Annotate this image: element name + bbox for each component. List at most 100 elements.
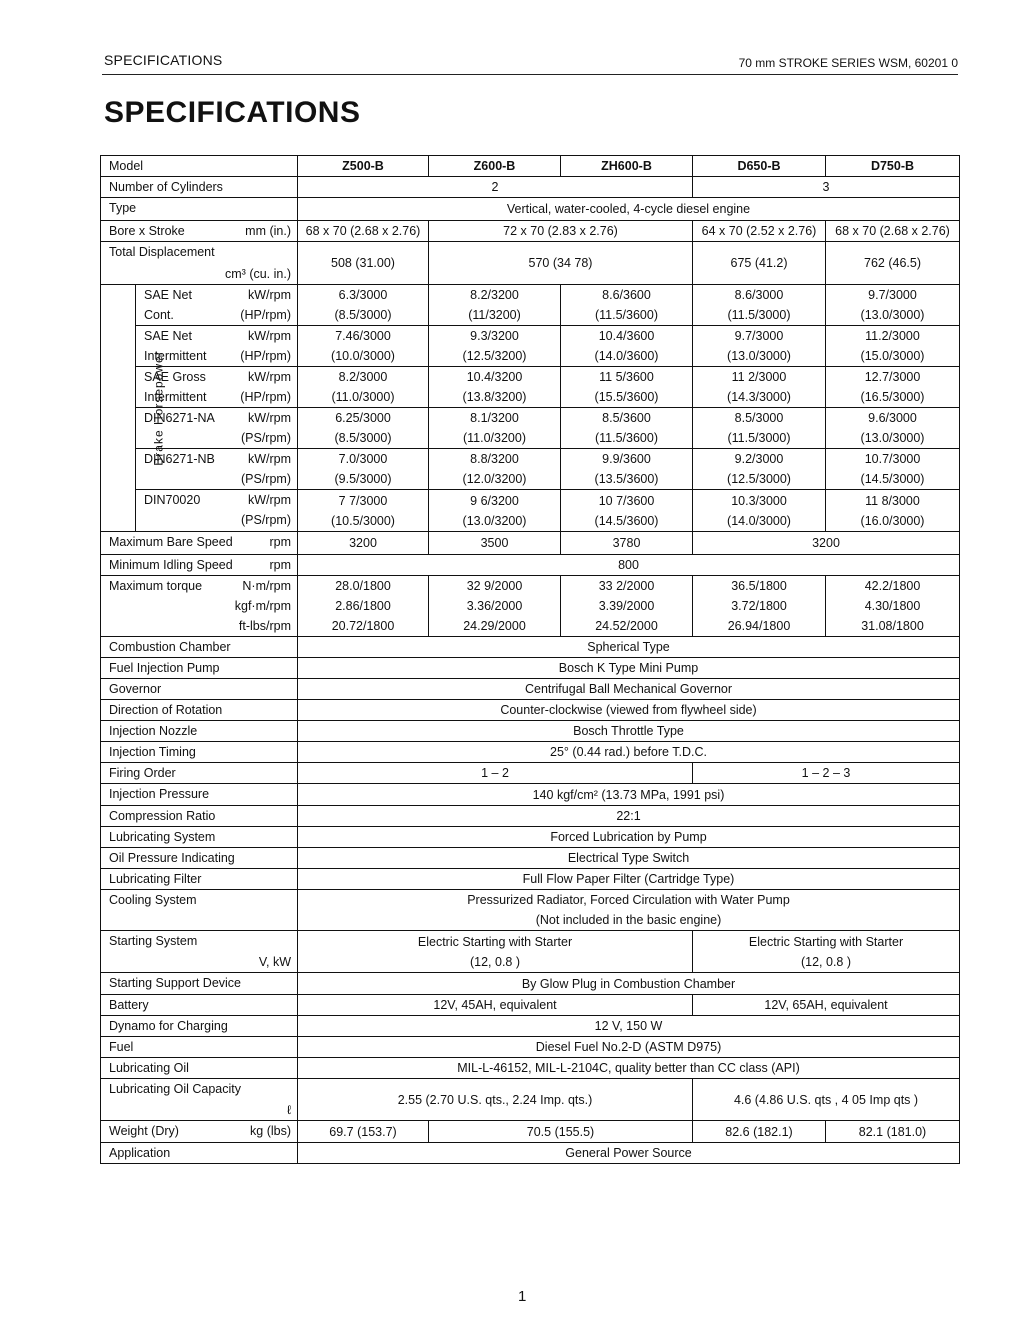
table-row: Injection Timing 25° (0.44 rad.) before T…: [100, 741, 960, 763]
value-cell: Electric Starting with Starter (12, 0.8 …: [692, 930, 960, 973]
value-cell: Diesel Fuel No.2-D (ASTM D975): [297, 1036, 960, 1058]
row-unit: cm³ (cu. in.): [225, 267, 291, 281]
row-label-cell: Lubricating System: [100, 826, 298, 848]
row-unit: rpm: [269, 535, 291, 549]
table-row: Combustion Chamber Spherical Type: [100, 636, 960, 658]
row-label: Application: [109, 1146, 171, 1160]
value-cell: Bosch K Type Mini Pump: [297, 657, 960, 679]
table-row: Model Z500-B Z600-B ZH600-B D650-B D750-B: [100, 155, 960, 177]
value-cell: 9 6/3200 (13.0/3200): [428, 489, 561, 532]
brake-horsepower-group-label: Brake Horsepower: [100, 284, 166, 532]
value-cell: 6.3/3000 (8.5/3000): [297, 284, 429, 326]
row-unit: rpm: [269, 558, 291, 572]
row-label-cell: Fuel: [100, 1036, 298, 1058]
table-row: Compression Ratio 22:1: [100, 805, 960, 827]
table-row: Number of Cylinders 2 3: [100, 176, 960, 198]
value-cell: 3200: [297, 531, 429, 555]
row-label: Lubricating Oil: [109, 1061, 189, 1075]
running-header-series: 70 mm STROKE SERIES WSM, 60201 0: [738, 56, 958, 70]
value-cell: 12.7/3000 (16.5/3000): [825, 366, 960, 408]
value-cell: 70.5 (155.5): [428, 1120, 693, 1143]
row-label: Starting System: [109, 934, 198, 948]
value-cell: 508 (31.00): [297, 241, 429, 285]
value-cell: 10.4/3600 (14.0/3600): [560, 325, 693, 367]
row-label-cell: Battery: [100, 994, 298, 1016]
row-label-cell: Lubricating Oil: [100, 1057, 298, 1079]
value-cell: 11 8/3000 (16.0/3000): [825, 489, 960, 532]
row-label-cell: Total Displacement cm³ (cu. in.): [100, 241, 298, 285]
value-cell: 800: [297, 554, 960, 576]
table-row: SAE Gross Intermittent kW/rpm (HP/rpm) 8.2…: [101, 366, 960, 408]
specifications-table: Model Z500-B Z600-B ZH600-B D650-B D750-B Numb…: [100, 155, 960, 1164]
value-cell: Forced Lubrication by Pump: [297, 826, 960, 848]
rating-label: DIN70020: [144, 493, 201, 507]
table-row: Direction of Rotation Counter-clockwise (…: [100, 699, 960, 721]
page-title: SPECIFICATIONS: [104, 96, 361, 129]
value-cell: 36.5/1800 3.72/1800 26.94/1800: [692, 575, 826, 637]
rating-label: DIN6271-NB: [144, 452, 215, 466]
row-label: Oil Pressure Indicating: [109, 851, 235, 865]
value-cell: 3780: [560, 531, 693, 555]
value-cell: General Power Source: [297, 1142, 960, 1164]
value-cell: 28.0/1800 2.86/1800 20.72/1800: [297, 575, 429, 637]
table-row: Fuel Diesel Fuel No.2-D (ASTM D975): [100, 1036, 960, 1058]
row-label: Injection Pressure: [109, 787, 210, 801]
row-label: Starting Support Device: [109, 976, 242, 990]
value-cell: MIL-L-46152, MIL-L-2104C, quality better…: [297, 1057, 960, 1079]
table-row: Cooling System Pressurized Radiator, Forc…: [100, 889, 960, 931]
row-label: Model: [109, 159, 144, 173]
value-cell: Vertical, water-cooled, 4-cycle diesel e…: [297, 197, 960, 221]
row-label: Lubricating Filter: [109, 872, 202, 886]
row-label-cell: Dynamo for Charging: [100, 1015, 298, 1037]
value-cell: 7.0/3000 (9.5/3000): [297, 448, 429, 490]
table-row: Oil Pressure Indicating Electrical Type S…: [100, 847, 960, 869]
rating-label: DIN6271-NA: [144, 411, 215, 425]
row-label-cell: Cooling System: [100, 889, 298, 931]
value-cell: 3: [692, 176, 960, 198]
row-label: Weight (Dry): [109, 1124, 179, 1138]
table-row: SAE Net Intermittent kW/rpm (HP/rpm) 7.46/…: [101, 325, 960, 367]
value-cell: 675 (41.2): [692, 241, 826, 285]
rating-unit: kW/rpm (HP/rpm): [240, 329, 291, 363]
row-label: Dynamo for Charging: [109, 1019, 228, 1033]
value-cell: 25° (0.44 rad.) before T.D.C.: [297, 741, 960, 763]
rating-label-cell: SAE Net Cont. kW/rpm (HP/rpm): [135, 284, 298, 326]
table-row: Lubricating System Forced Lubrication by …: [100, 826, 960, 848]
value-cell: 82.6 (182.1): [692, 1120, 826, 1143]
table-row: Weight (Dry) kg (lbs) 69.7 (153.7) 70.5 (15…: [100, 1120, 960, 1143]
value-cell: 32 9/2000 3.36/2000 24.29/2000: [428, 575, 561, 637]
row-label: Lubricating Oil Capacity: [109, 1082, 242, 1096]
value-cell: 2: [297, 176, 693, 198]
row-label: Maximum Bare Speed: [109, 535, 233, 549]
rating-unit: kW/rpm (PS/rpm): [241, 452, 291, 486]
value-cell: 7.46/3000 (10.0/3000): [297, 325, 429, 367]
row-label-cell: Injection Pressure: [100, 783, 298, 806]
table-row: Starting System V, kW Electric Starting wi…: [100, 930, 960, 973]
value-cell: 3200: [692, 531, 960, 555]
row-label-cell: Fuel Injection Pump: [100, 657, 298, 679]
value-cell: 82.1 (181.0): [825, 1120, 960, 1143]
value-cell: 9.7/3000 (13.0/3000): [825, 284, 960, 326]
row-label-cell: Minimum Idling Speed rpm: [100, 554, 298, 576]
rating-unit: kW/rpm (HP/rpm): [240, 370, 291, 404]
rating-label: SAE Net Intermittent: [144, 329, 207, 363]
rating-label: SAE Net Cont.: [144, 288, 192, 322]
value-cell: 10.3/3000 (14.0/3000): [692, 489, 826, 532]
row-label: Direction of Rotation: [109, 703, 223, 717]
table-row: Application General Power Source: [100, 1142, 960, 1164]
value-cell: 8.1/3200 (11.0/3200): [428, 407, 561, 449]
row-label: Bore x Stroke: [109, 224, 185, 238]
row-label-cell: Injection Timing: [100, 741, 298, 763]
row-label-cell: Firing Order: [100, 762, 298, 784]
row-label-cell: Lubricating Oil Capacity ℓ: [100, 1078, 298, 1121]
value-cell: 11 5/3600 (15.5/3600): [560, 366, 693, 408]
value-cell: 9.6/3000 (13.0/3000): [825, 407, 960, 449]
row-label-cell: Starting System V, kW: [100, 930, 298, 973]
table-row: Starting Support Device By Glow Plug in C…: [100, 972, 960, 995]
rating-unit: kW/rpm (PS/rpm): [241, 411, 291, 445]
table-row: Injection Pressure 140 kgf/cm² (13.73 MPa…: [100, 783, 960, 806]
table-row: Dynamo for Charging 12 V, 150 W: [100, 1015, 960, 1037]
row-label-cell: Starting Support Device: [100, 972, 298, 995]
value-cell: 10.7/3000 (14.5/3000): [825, 448, 960, 490]
